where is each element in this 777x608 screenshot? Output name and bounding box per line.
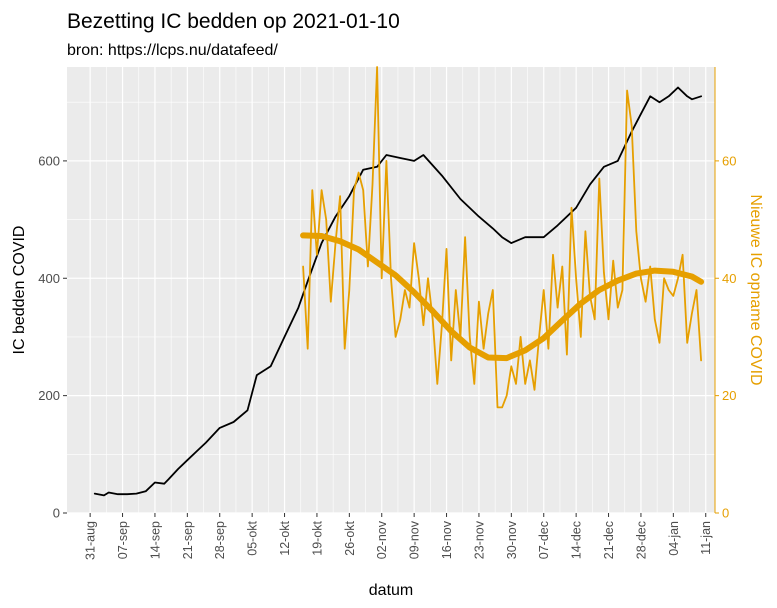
x-tick-label: 30-nov: [505, 520, 519, 559]
x-tick-label: 26-okt: [343, 520, 357, 555]
y-axis-right-title: Nieuwe IC opname COVID: [747, 194, 764, 385]
y-axis-left-title: IC bedden COVID: [11, 226, 28, 355]
y-axis-right: 0 20 40 60: [715, 153, 736, 521]
plot-panel: [67, 67, 715, 513]
chart-title: Bezetting IC bedden op 2021-01-10: [67, 10, 400, 33]
series-line-admissions-smooth: [300, 232, 705, 362]
x-tick-label: 07-dec: [537, 521, 551, 559]
y2-tick-label: 40: [722, 271, 736, 286]
series-line-admissions: [302, 66, 702, 409]
x-tick-label: 23-nov: [472, 520, 486, 559]
y2-tick-label: 0: [722, 506, 729, 521]
x-tick-label: 14-sep: [148, 521, 162, 559]
chart-subtitle: bron: https://lcps.nu/datafeed/: [67, 42, 278, 59]
series-line-ic-beds: [93, 86, 702, 497]
x-tick-label: 11-jan: [699, 521, 713, 555]
x-tick-label: 31-aug: [84, 521, 98, 560]
x-tick-label: 07-sep: [116, 521, 130, 559]
x-tick-label: 28-sep: [213, 521, 227, 559]
x-tick-label: 04-jan: [667, 521, 681, 556]
x-axis: 31-aug 07-sep 14-sep 21-sep 28-sep 05-okt 12-o…: [84, 513, 713, 560]
x-tick-label: 02-nov: [375, 520, 389, 559]
x-tick-label: 14-dec: [570, 521, 584, 559]
y2-tick-label: 20: [722, 388, 736, 403]
x-tick-label: 21-dec: [602, 521, 616, 559]
x-tick-label: 09-nov: [408, 520, 422, 559]
y2-tick-label: 60: [722, 153, 736, 168]
x-tick-label: 28-dec: [634, 521, 648, 559]
series: [93, 66, 705, 497]
x-tick-label: 21-sep: [181, 521, 195, 559]
y-tick-label: 600: [38, 153, 60, 168]
x-tick-label: 16-nov: [440, 520, 454, 559]
y-tick-label: 0: [53, 506, 60, 521]
x-tick-label: 19-okt: [310, 520, 324, 555]
y-tick-label: 200: [38, 388, 60, 403]
y-axis-left: 0 200 400 600: [38, 153, 67, 521]
x-tick-label: 05-okt: [246, 520, 260, 555]
x-tick-label: 12-okt: [278, 520, 292, 555]
x-axis-title: datum: [369, 582, 413, 599]
y-tick-label: 400: [38, 271, 60, 286]
